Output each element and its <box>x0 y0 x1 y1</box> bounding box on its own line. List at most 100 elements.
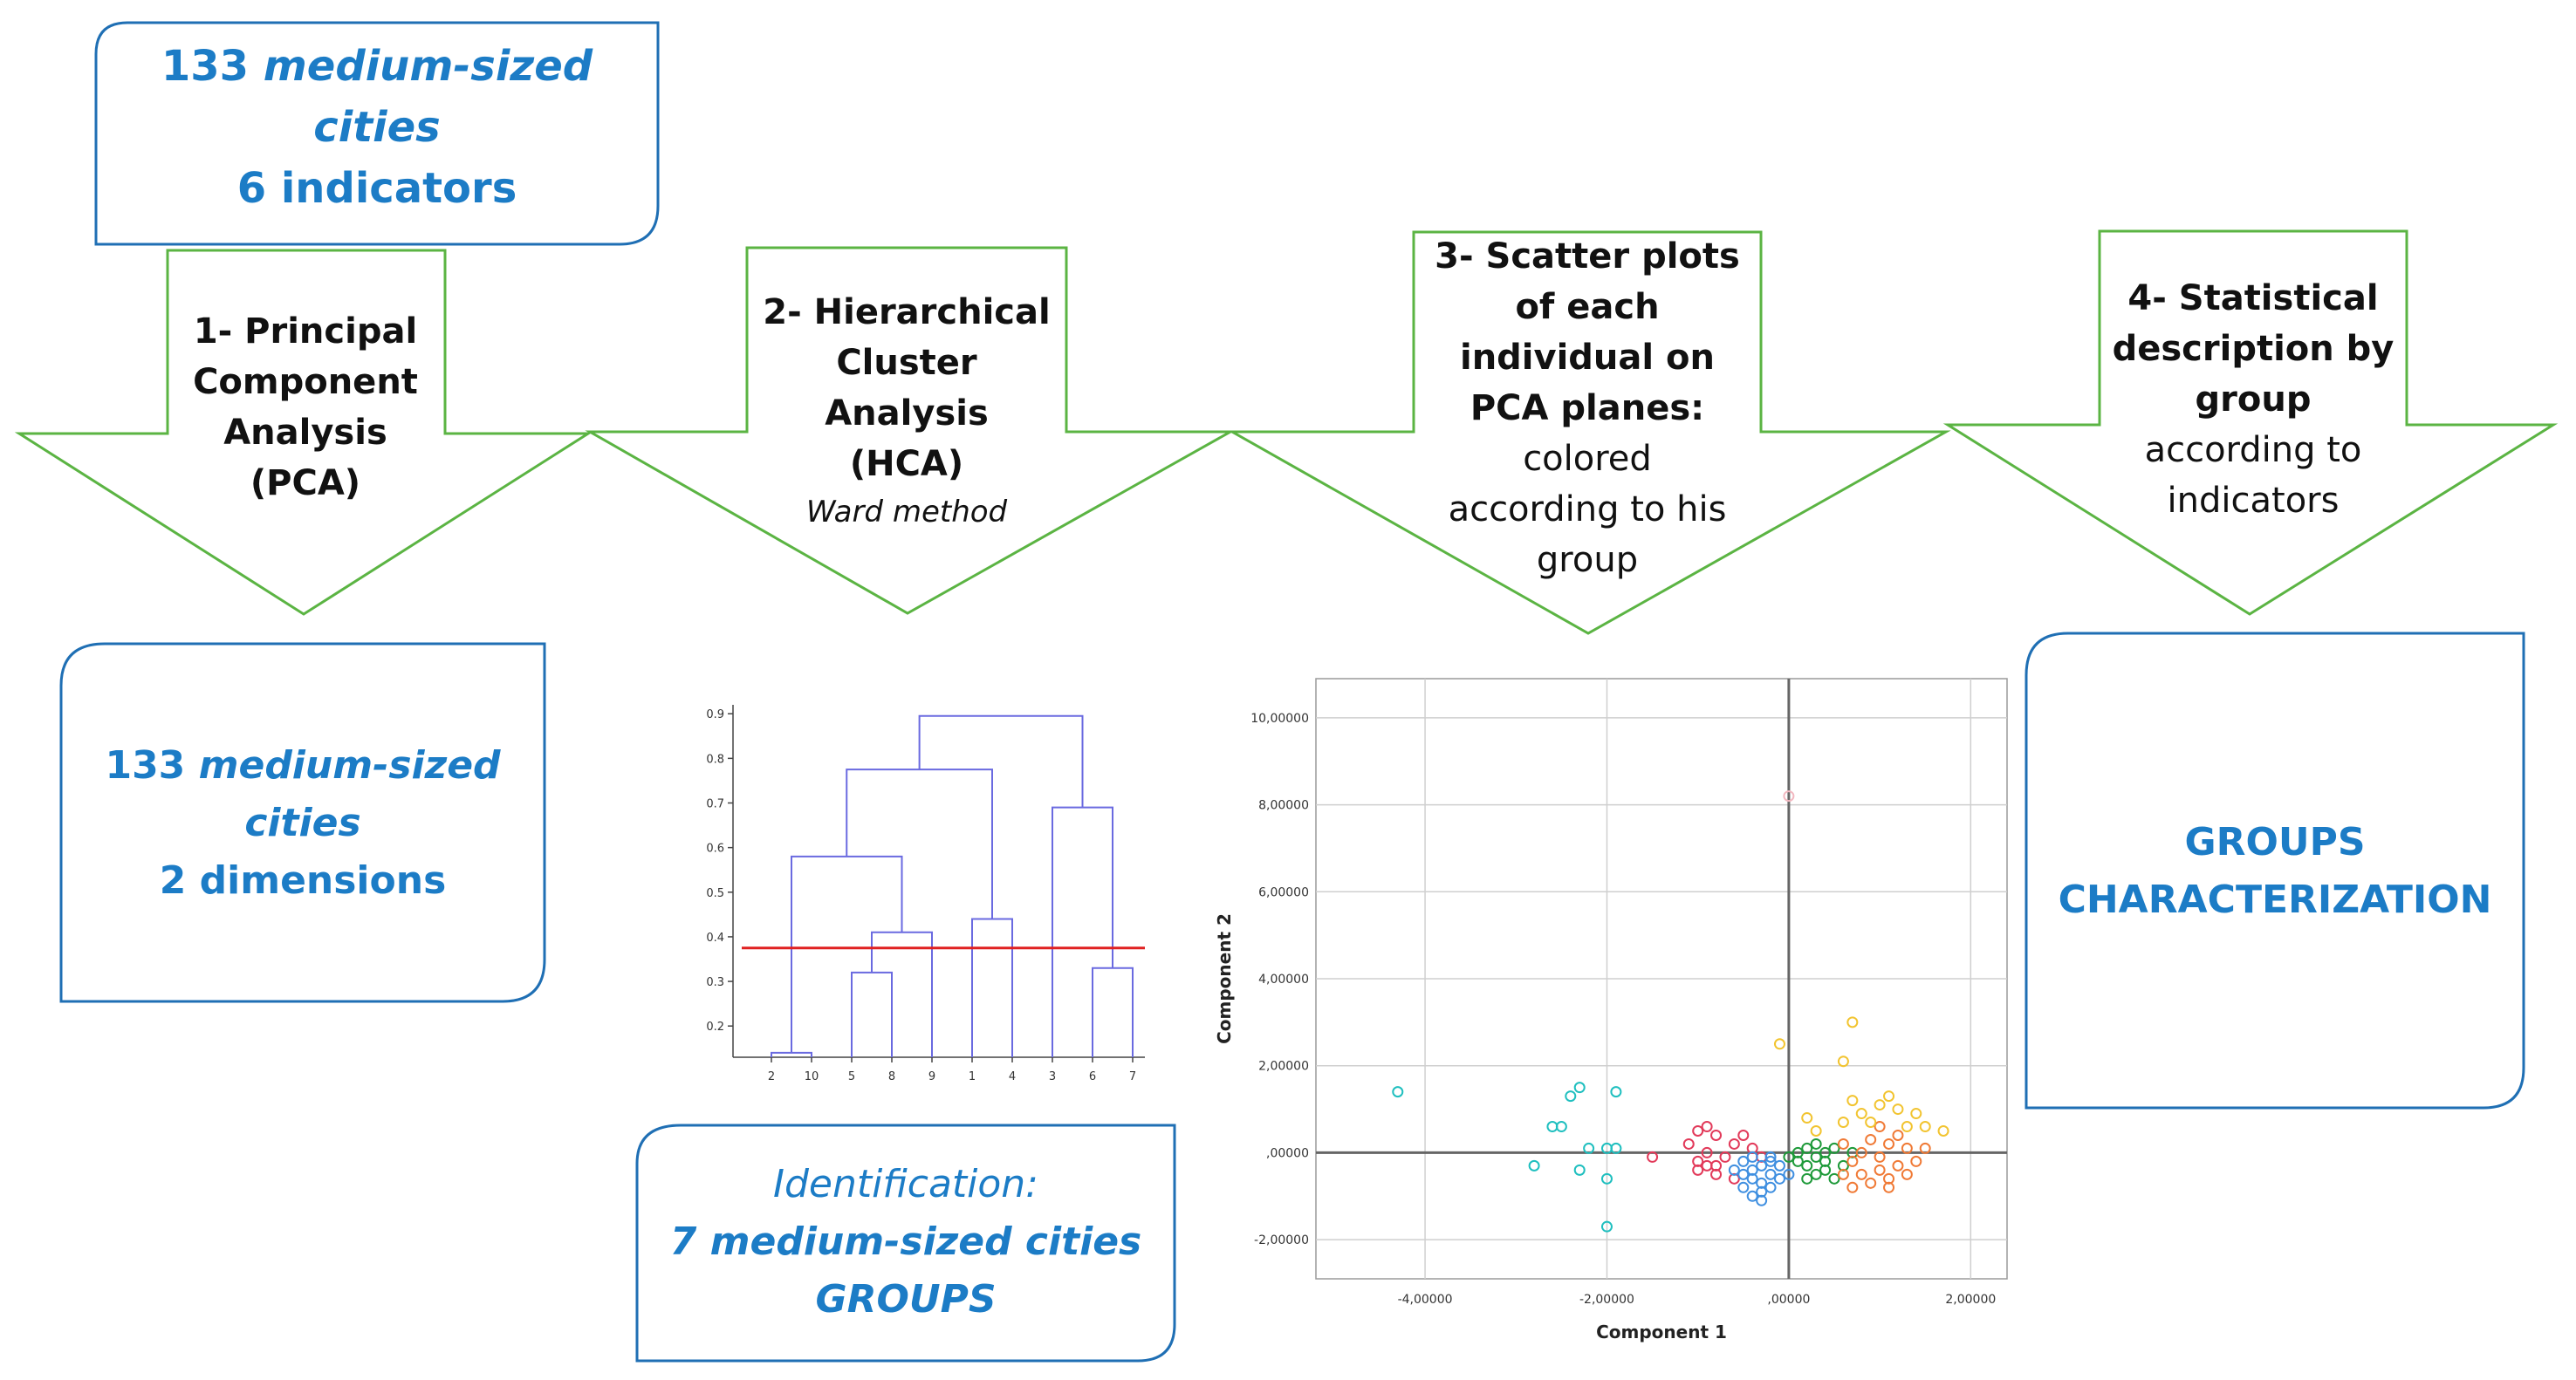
scatter-point-group-green <box>1810 1151 1822 1163</box>
dendro-y-tick-label: 0.6 <box>706 843 724 856</box>
groups-result-text: GROUPS CHARACTERIZATION <box>2058 820 2492 922</box>
scatter-y-tick-label: 6,00000 <box>1258 885 1309 899</box>
scatter-y-tick-label: ,00000 <box>1266 1146 1309 1160</box>
scatter-point-group-green <box>1810 1168 1822 1180</box>
dendro-y-tick-label: 0.9 <box>706 708 724 721</box>
scatter-point-group-yellow <box>1846 1016 1859 1028</box>
scatter-point-group-orange <box>1883 1172 1895 1185</box>
scatter-point-group-yellow <box>1901 1121 1913 1133</box>
step-3-text: 3- Scatter plots of each individual on P… <box>1435 236 1740 580</box>
scatter-x-tick-label: -2,00000 <box>1579 1293 1634 1307</box>
scatter-point-group-blue <box>1737 1181 1750 1193</box>
scatter-point-group-yellow <box>1773 1038 1785 1050</box>
scatter-y-tick-label: 2,00000 <box>1258 1060 1309 1074</box>
scatter-point-group-yellow <box>1810 1124 1822 1137</box>
scatter-point-group-cyan <box>1600 1220 1613 1233</box>
scatter-point-group-blue <box>1764 1168 1777 1180</box>
scatter-point-group-yellow <box>1837 1055 1849 1068</box>
input-box-text: 133 medium-sized cities 6 indicators <box>96 45 658 209</box>
scatter-point-group-green <box>1828 1172 1840 1185</box>
scatter-point-group-cyan <box>1573 1164 1586 1176</box>
scatter-point-group-red <box>1701 1146 1713 1158</box>
scatter-point-group-red <box>1728 1137 1740 1150</box>
dendro-y-tick-label: 0.4 <box>706 932 724 945</box>
scatter-point-group-yellow <box>1801 1112 1813 1124</box>
scatter-point-group-blue <box>1746 1164 1758 1176</box>
scatter-point-group-blue <box>1764 1151 1777 1163</box>
scatter-point-group-green <box>1810 1137 1822 1150</box>
scatter-point-group-orange <box>1846 1155 1859 1167</box>
scatter-point-group-cyan <box>1610 1142 1622 1154</box>
scatter-point-group-blue <box>1746 1151 1758 1163</box>
scatter-point-group-cyan <box>1610 1086 1622 1098</box>
scatter-point-group-blue <box>1746 1190 1758 1202</box>
scatter-point-group-blue <box>1756 1194 1768 1206</box>
scatter-y-label: Component 2 <box>1214 913 1235 1044</box>
scatter-point-group-red <box>1682 1137 1695 1150</box>
scatter-point-group-red <box>1728 1172 1740 1185</box>
scatter-point-group-orange <box>1865 1133 1877 1145</box>
scatter-point-group-yellow <box>1910 1108 1922 1120</box>
scatter-point-group-orange <box>1883 1181 1895 1193</box>
scatter-point-group-orange <box>1874 1164 1886 1176</box>
scatter-x-tick-label: ,00000 <box>1767 1293 1810 1307</box>
scatter-x-tick-label: 2,00000 <box>1945 1293 1996 1307</box>
scatter-point-group-red <box>1692 1124 1704 1137</box>
scatter-point-group-blue <box>1756 1159 1768 1172</box>
step-arrow-3 <box>1227 230 1951 635</box>
scatter-point-group-orange <box>1874 1121 1886 1133</box>
scatter-point-group-red <box>1701 1121 1713 1133</box>
ward-method-label: Ward method <box>805 495 1008 529</box>
scatter-point-group-yellow <box>1874 1099 1886 1111</box>
scatter-point-group-yellow <box>1883 1090 1895 1103</box>
scatter-point-group-orange <box>1855 1168 1867 1180</box>
scatter-point-group-cyan <box>1573 1082 1586 1094</box>
scatter-point-group-blue <box>1773 1172 1785 1185</box>
hca-result-text: Identification: 7 medium-sized cities GR… <box>669 1162 1142 1322</box>
scatter-point-group-orange <box>1846 1181 1859 1193</box>
dendro-leaf-label: 1 <box>969 1070 976 1083</box>
scatter-point-group-yellow <box>1892 1103 1904 1116</box>
step-arrow-2 <box>585 246 1236 615</box>
dendro-merge-link <box>846 769 993 919</box>
step-4-text: 4- Statistical description by group acco… <box>2112 278 2394 521</box>
hca-result-box <box>635 1124 1176 1363</box>
scatter-point-group-blue <box>1764 1155 1777 1167</box>
scatter-point-group-orange <box>1837 1168 1849 1180</box>
scatter-y-tick-label: -2,00000 <box>1254 1233 1309 1247</box>
scatter-point-group-yellow <box>1865 1117 1877 1129</box>
scatter-point-group-orange <box>1892 1129 1904 1141</box>
scatter-point-group-red <box>1746 1142 1758 1154</box>
dendro-y-tick-label: 0.2 <box>706 1021 724 1034</box>
dendro-y-tick-label: 0.8 <box>706 753 724 766</box>
scatter-point-group-orange <box>1901 1142 1913 1154</box>
scatter-point-group-green <box>1837 1159 1849 1172</box>
scatter-x-tick-label: -4,00000 <box>1398 1293 1453 1307</box>
scatter-point-group-yellow <box>1919 1121 1931 1133</box>
dendro-y-tick-label: 0.3 <box>706 976 724 989</box>
scatter-point-group-orange <box>1865 1177 1877 1189</box>
scatter-point-outlier <box>1783 790 1795 803</box>
dendro-leaf-label: 7 <box>1129 1070 1136 1083</box>
scatter-point-group-red <box>1737 1129 1750 1141</box>
scatter-point-group-cyan <box>1392 1086 1404 1098</box>
scatter-point-group-blue <box>1737 1168 1750 1180</box>
dendro-leaf-label: 5 <box>848 1070 855 1083</box>
scatter-point-group-green <box>1819 1164 1832 1176</box>
scatter-point-group-red <box>1710 1168 1723 1180</box>
dendro-y-tick-label: 0.5 <box>706 887 724 900</box>
scatter-point-group-red <box>1719 1151 1731 1163</box>
scatter-point-group-blue <box>1756 1177 1768 1189</box>
pca-result-text: 133 medium-sized cities 2 dimensions <box>105 743 501 903</box>
dendro-leaf-label: 4 <box>1009 1070 1016 1083</box>
scatter-y-tick-label: 8,00000 <box>1258 799 1309 813</box>
pca-result-box <box>59 642 546 1003</box>
scatter-point-group-blue <box>1728 1164 1740 1176</box>
input-line-1: 133 medium-sized <box>161 42 593 91</box>
step-arrow-1 <box>14 249 593 616</box>
scatter-point-group-green <box>1801 1159 1813 1172</box>
dendro-leaf-label: 8 <box>888 1070 895 1083</box>
dendro-leaf-label: 6 <box>1089 1070 1096 1083</box>
scatter-point-group-cyan <box>1583 1142 1595 1154</box>
